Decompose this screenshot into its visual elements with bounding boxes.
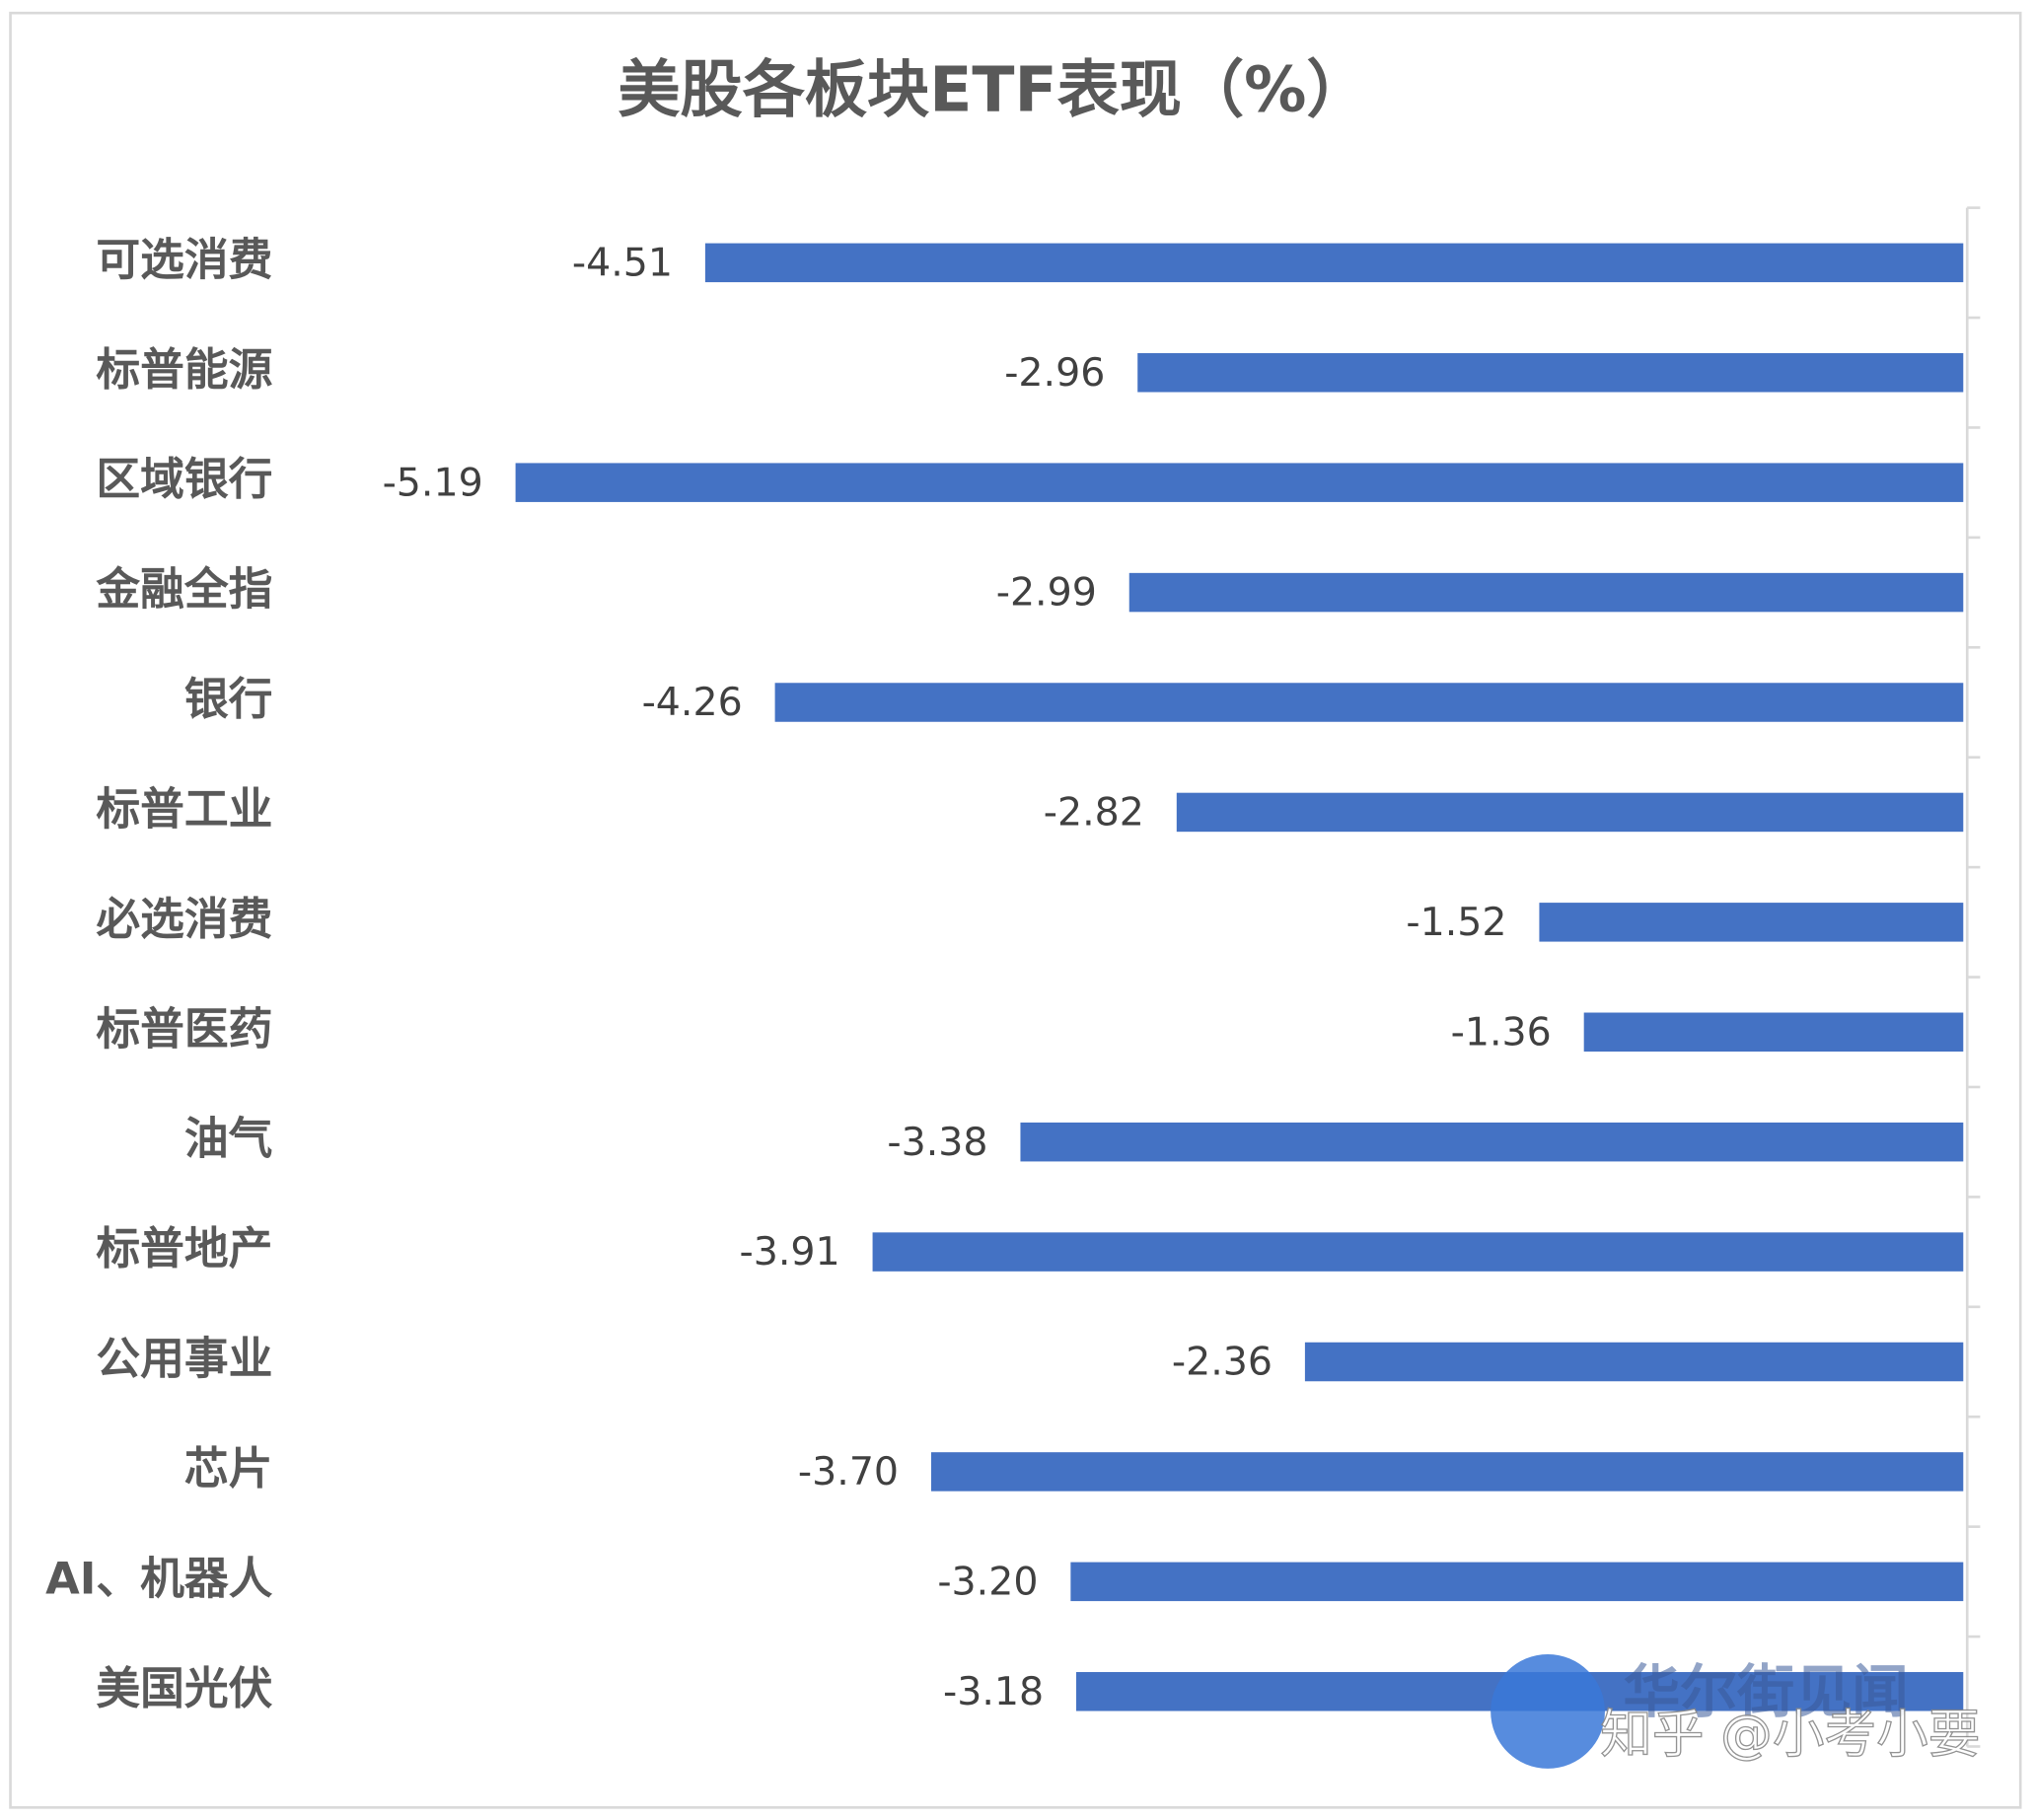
y-tick-label: 标普工业 — [96, 782, 272, 835]
y-tick-label: 区域银行 — [96, 453, 272, 505]
y-tick-label: 标普地产 — [96, 1222, 272, 1274]
bar — [1020, 1122, 1964, 1162]
value-label: -1.36 — [1451, 1009, 1552, 1055]
value-label: -3.38 — [887, 1120, 987, 1165]
y-tick-label: 可选消费 — [96, 233, 272, 285]
bar — [930, 1452, 1964, 1492]
bar — [704, 243, 1964, 283]
bar — [1304, 1342, 1964, 1382]
y-tick-label: 芯片 — [184, 1442, 273, 1494]
bar — [1539, 903, 1964, 942]
value-label: -3.70 — [798, 1449, 899, 1494]
y-tick-label: 标普医药 — [96, 1002, 272, 1055]
value-label: -4.26 — [642, 680, 743, 725]
chart-title: 美股各板块ETF表现（%） — [618, 52, 1368, 125]
bar — [774, 683, 1964, 722]
y-tick-label: 银行 — [184, 673, 273, 725]
bar — [1070, 1562, 1964, 1602]
value-label: -2.36 — [1172, 1340, 1272, 1385]
y-tick-label: 金融全指 — [95, 563, 272, 616]
y-tick-label: 公用事业 — [96, 1333, 272, 1385]
y-tick-label: 必选消费 — [96, 893, 272, 945]
bar — [1128, 572, 1964, 613]
y-tick-label: 油气 — [184, 1113, 273, 1165]
watermark-logo — [1491, 1654, 1605, 1769]
y-tick-label: 美国光伏 — [96, 1662, 272, 1714]
value-label: -2.82 — [1044, 790, 1144, 836]
value-label: -5.19 — [383, 460, 483, 505]
bar — [1137, 353, 1964, 393]
value-label: -3.91 — [740, 1229, 840, 1274]
bar — [1176, 792, 1964, 833]
value-label: -4.51 — [572, 240, 673, 285]
bar — [515, 463, 1964, 502]
value-label: -2.96 — [1004, 350, 1105, 396]
bar — [872, 1232, 1964, 1272]
y-tick-label: AI、机器人 — [45, 1552, 273, 1604]
value-label: -2.99 — [996, 570, 1097, 616]
value-label: -3.18 — [943, 1669, 1044, 1714]
watermark: 华尔街见闻 — [1623, 1658, 1909, 1725]
value-label: -1.52 — [1406, 900, 1506, 945]
value-label: -3.20 — [937, 1559, 1038, 1604]
y-tick-label: 标普能源 — [96, 343, 272, 396]
bar — [1583, 1012, 1964, 1053]
watermark: 知乎 @小考小要 — [1600, 1705, 1980, 1765]
